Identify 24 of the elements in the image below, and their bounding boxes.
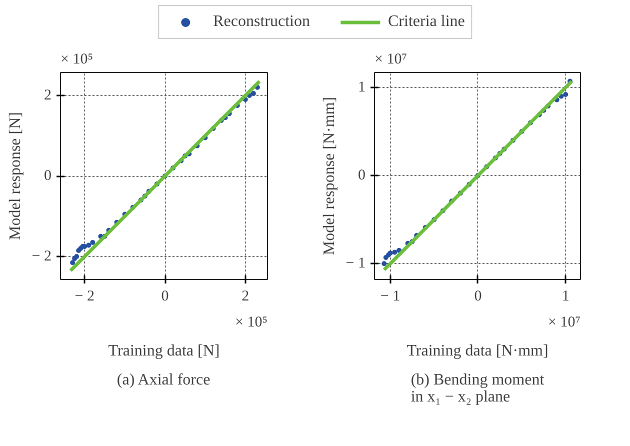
x-tick-label: 2 bbox=[242, 288, 250, 304]
y-tick-label: − 1 bbox=[346, 256, 366, 272]
text: × 10⁷ bbox=[548, 314, 581, 330]
text: × 10⁷ bbox=[374, 52, 407, 68]
x-tick-label: − 1 bbox=[380, 288, 400, 304]
y-tick-label: − 2 bbox=[32, 248, 52, 265]
x-tick-label: 0 bbox=[161, 288, 169, 304]
x-axis-title: Training data [N] bbox=[108, 342, 220, 360]
text: × 10⁵ bbox=[60, 52, 93, 68]
y-tick-label: 0 bbox=[44, 168, 52, 184]
legend-label: Reconstruction bbox=[213, 13, 310, 31]
y-tick-label: 0 bbox=[358, 168, 366, 184]
text: (b) Bending moment in x₁ − x₂ plane bbox=[410, 372, 545, 406]
x-tick-label: − 2 bbox=[74, 288, 94, 304]
x-tick-label: 0 bbox=[474, 288, 482, 304]
x-axis-title: Training data [N·mm] bbox=[406, 342, 548, 360]
x-tick-label: 1 bbox=[562, 288, 570, 304]
text: (a) Axial force bbox=[116, 372, 210, 388]
legend-label: Criteria line bbox=[388, 13, 465, 31]
y-axis-title: Model response [N] bbox=[6, 112, 24, 240]
y-tick-label: 1 bbox=[358, 79, 366, 96]
y-axis-title: Model response [N·mm] bbox=[320, 96, 338, 256]
y-tick-label: 2 bbox=[44, 87, 52, 104]
text: × 10⁵ bbox=[235, 314, 268, 330]
